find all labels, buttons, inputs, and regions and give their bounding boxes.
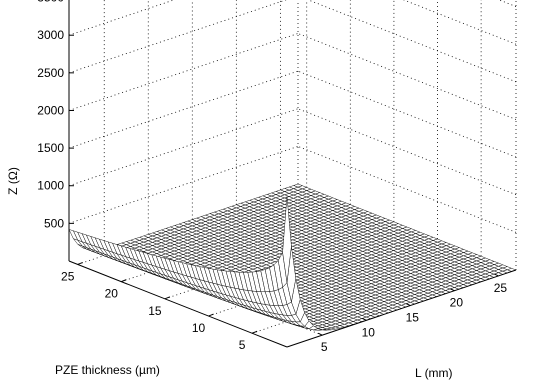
x-tick-label: 25 [494,281,508,295]
z-axis-label: Z (Ω) [6,167,20,195]
y-tick-mark [77,261,83,265]
y-tick-mark [121,279,127,283]
x-tick-mark [318,332,323,336]
x-tick-mark [362,317,367,321]
x-tick-label: 5 [321,340,328,354]
y-tick-label: 5 [239,338,246,352]
x-tick-mark [494,273,499,277]
y-tick-label: 20 [105,287,119,301]
grid-line-side-z [498,0,517,7]
x-tick-label: 20 [450,296,464,310]
z-tick-label: 500 [44,216,64,230]
y-tick-label: 15 [148,304,162,318]
x-tick-label: 15 [406,311,420,325]
grid-line-side-z [297,70,517,158]
y-tick-mark [251,330,258,334]
grid-line-side-z [297,108,517,196]
z-tick-label: 2000 [37,103,64,117]
tick-labels: 5 10 15 20 25 5 10 15 20 25 500 1000 1500 2000 2500 300… [37,0,507,354]
z-tick-label: 2500 [37,66,64,80]
z-tick-label: 3500 [37,0,64,5]
y-axis-line [68,260,288,348]
surface-cell [282,196,292,283]
grid-line-back-z [68,108,299,187]
grid-line-side-z [297,33,517,120]
grid-line-back-z [68,0,175,36]
x-axis-line [286,269,517,348]
axes [68,0,517,348]
grid-line-back-z [68,0,287,74]
grid-line-back-z [68,145,299,224]
surface-mesh [68,183,517,331]
y-tick-label: 10 [192,321,206,335]
x-axis-label: L (mm) [415,366,453,380]
z-tick-label: 1500 [37,141,64,155]
y-tick-mark [208,313,214,317]
y-tick-mark [164,296,171,300]
x-tick-mark [450,288,455,292]
y-axis-label: PZE thickness (µm) [55,363,160,377]
z-tick-label: 3000 [37,28,64,42]
x-tick-label: 10 [362,325,376,339]
grid-line-back-z [68,70,299,149]
grid-line-back-z [68,33,299,111]
grid-line-side-z [402,0,517,45]
z-tick-label: 1000 [37,179,64,193]
x-tick-mark [406,303,411,306]
grid-line-side-z [307,0,517,83]
y-tick-label: 25 [61,269,75,283]
